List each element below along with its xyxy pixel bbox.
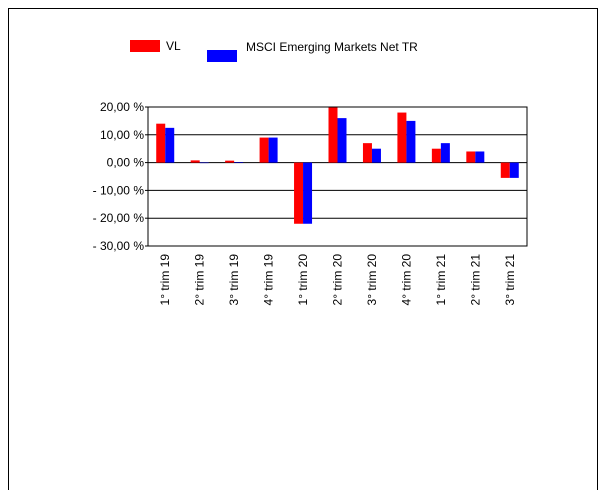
bar xyxy=(190,160,200,163)
bar xyxy=(406,120,416,163)
x-tick-label: 1° trim 20 xyxy=(296,254,310,306)
y-tick-label: 0,00 % xyxy=(107,156,145,170)
legend-swatch xyxy=(130,40,160,52)
y-tick-label: 20,00 % xyxy=(100,100,144,114)
bar xyxy=(500,162,510,178)
bar xyxy=(234,162,244,163)
x-tick-label: 4° trim 20 xyxy=(399,254,413,306)
y-tick-label: - 10,00 % xyxy=(93,183,145,197)
x-tick-label: 1° trim 19 xyxy=(158,254,172,306)
bar xyxy=(337,118,347,163)
bar xyxy=(259,137,269,163)
bar xyxy=(362,143,372,163)
legend-label: MSCI Emerging Markets Net TR xyxy=(246,40,418,54)
bar xyxy=(328,107,338,163)
legend-label: VL xyxy=(166,39,181,53)
bar xyxy=(294,162,304,224)
plot-border xyxy=(147,106,528,247)
bar xyxy=(431,148,441,163)
x-tick-label: 2° trim 21 xyxy=(468,254,482,306)
bar xyxy=(303,162,313,224)
bar xyxy=(371,148,381,163)
x-tick-label: 2° trim 20 xyxy=(331,254,345,306)
y-tick-label: - 30,00 % xyxy=(93,239,145,253)
x-tick-label: 2° trim 19 xyxy=(193,254,207,306)
x-tick-label: 4° trim 19 xyxy=(262,254,276,306)
bar xyxy=(475,151,485,163)
x-tick-label: 1° trim 21 xyxy=(434,254,448,306)
bar xyxy=(199,162,209,164)
bar xyxy=(156,123,166,163)
bar xyxy=(225,160,235,163)
bar xyxy=(165,127,175,163)
bar xyxy=(466,151,476,163)
y-tick-label: 10,00 % xyxy=(100,128,144,142)
bar xyxy=(268,137,278,163)
legend-swatch xyxy=(207,50,237,62)
bar xyxy=(397,112,407,163)
x-tick-label: 3° trim 19 xyxy=(227,254,241,306)
frame xyxy=(8,8,598,490)
x-tick-label: 3° trim 20 xyxy=(365,254,379,306)
y-tick-label: - 20,00 % xyxy=(93,211,145,225)
x-tick-label: 3° trim 21 xyxy=(503,254,517,306)
bar xyxy=(440,143,450,163)
bar xyxy=(509,162,519,178)
